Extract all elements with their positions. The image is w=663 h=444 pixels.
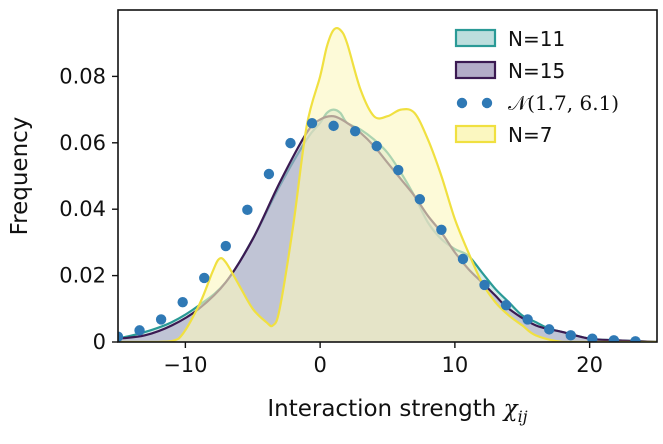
normal-fit-point (414, 194, 426, 205)
series-n-7 (118, 26, 657, 342)
normal-fit-point (220, 240, 231, 252)
y-tick-label: 0.02 (59, 264, 106, 288)
normal-fit-point (522, 314, 533, 325)
area-fill-n-7 (118, 28, 657, 342)
normal-fit-point (263, 168, 275, 180)
normal-fit-point (608, 335, 620, 342)
y-tick-label: 0.06 (59, 131, 106, 155)
legend-swatch (454, 124, 497, 144)
x-tick-label: 10 (442, 353, 469, 377)
normal-fit-point (285, 137, 296, 149)
legend-label: 𝒩(1.7, 6.1) (508, 91, 619, 115)
legend-entry-n-15: N=15 (454, 59, 565, 83)
normal-fit-point (565, 330, 576, 341)
normal-fit-point (349, 125, 361, 137)
x-axis-label-symbol: χ (502, 396, 520, 422)
legend-label: N=11 (508, 27, 565, 51)
legend-label: N=7 (508, 123, 552, 147)
normal-fit-point (544, 324, 555, 335)
legend: N=11 N=15 𝒩(1.7, 6.1) N=7 (454, 27, 619, 147)
plot-frame (117, 9, 658, 343)
x-axis-label: Interaction strength χij (267, 396, 527, 426)
normal-fit-point (155, 314, 167, 325)
x-tick-label: 20 (576, 353, 603, 377)
normal-fit-point (118, 331, 124, 342)
y-tick-label: 0.08 (59, 64, 106, 88)
x-axis-label-text: Interaction strength (267, 396, 503, 422)
x-axis-label-subscript: ij (518, 407, 528, 426)
normal-fit-point (242, 204, 253, 216)
normal-fit-point (306, 118, 318, 129)
x-tick-label: −10 (163, 353, 207, 377)
normal-fit-point (328, 120, 339, 132)
series-normal-fit (118, 118, 641, 342)
legend-dot (481, 97, 493, 109)
normal-fit-point (134, 325, 145, 336)
legend-swatch (454, 28, 497, 48)
legend-entry-n-11: N=11 (454, 27, 565, 51)
normal-fit-point (457, 253, 469, 265)
normal-fit-point (500, 299, 512, 311)
normal-fit-point (393, 164, 404, 176)
series-layer (118, 26, 657, 342)
x-tick-label: 0 (313, 353, 326, 377)
legend-dot (456, 97, 468, 109)
y-tick-label: 0.04 (59, 197, 106, 221)
y-tick-label: 0 (93, 330, 106, 354)
normal-fit-point (371, 140, 382, 152)
y-axis-label: Frequency (7, 117, 33, 236)
normal-fit-point (177, 296, 188, 308)
legend-entry-1-7-6-1: 𝒩(1.7, 6.1) (456, 91, 619, 115)
legend-entry-n-7: N=7 (454, 123, 552, 147)
normal-fit-point (436, 224, 447, 235)
normal-fit-point (630, 336, 641, 342)
axis-ticks: −10 0 10 20 0 0.02 0.04 0.06 0.08 (59, 64, 603, 377)
legend-label: N=15 (508, 59, 565, 83)
normal-fit-point (479, 279, 490, 291)
area-line-n-7 (118, 26, 657, 342)
normal-fit-point (587, 333, 598, 342)
legend-swatch (454, 60, 497, 80)
normal-fit-point (199, 272, 210, 284)
